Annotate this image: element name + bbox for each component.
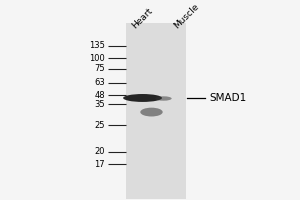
Text: 75: 75 [94, 64, 105, 73]
Text: Heart: Heart [130, 6, 154, 30]
FancyBboxPatch shape [126, 23, 186, 199]
Text: 35: 35 [94, 100, 105, 109]
Text: 25: 25 [95, 121, 105, 130]
Text: 20: 20 [95, 147, 105, 156]
Text: 63: 63 [94, 78, 105, 87]
Text: Muscle: Muscle [172, 2, 201, 30]
Ellipse shape [140, 108, 163, 116]
Text: 48: 48 [94, 91, 105, 100]
Text: 17: 17 [94, 160, 105, 169]
Text: 135: 135 [89, 41, 105, 50]
Text: 100: 100 [89, 54, 105, 63]
Ellipse shape [123, 94, 162, 102]
Ellipse shape [155, 96, 172, 101]
Text: SMAD1: SMAD1 [210, 93, 247, 103]
